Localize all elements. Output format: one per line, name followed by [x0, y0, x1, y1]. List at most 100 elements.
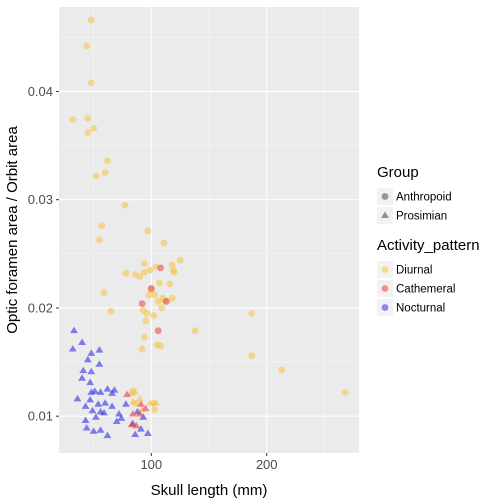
anthropoid-diurnal-point [136, 273, 144, 280]
prosimian-nocturnal-point [70, 326, 78, 334]
prosimian-nocturnal-point [81, 416, 90, 423]
anthropoid-diurnal-point [140, 260, 148, 267]
prosimian-cathemeral-point [127, 420, 136, 428]
prosimian-diurnal-point [152, 399, 160, 406]
prosimian-nocturnal-point [68, 345, 77, 352]
prosimian-nocturnal-point [101, 399, 110, 406]
anthropoid-diurnal-point [122, 269, 130, 277]
prosimian-nocturnal-point [92, 413, 100, 420]
legend-title: Activity_pattern [377, 237, 480, 254]
anthropoid-diurnal-point [84, 129, 92, 136]
anthropoid-diurnal-point [278, 366, 286, 374]
x-axis-title: Skull length (mm) [151, 482, 268, 499]
anthropoid-diurnal-point [144, 227, 152, 235]
anthropoid-diurnal-point [151, 406, 159, 414]
prosimian-cathemeral-point [137, 400, 145, 407]
anthropoid-diurnal-point [98, 222, 106, 230]
anthropoid-diurnal-point [248, 309, 256, 317]
x-tick-label: 200 [256, 457, 278, 472]
prosimian-diurnal-point [135, 394, 144, 402]
anthropoid-diurnal-point [146, 266, 154, 274]
prosimian-nocturnal-point [108, 389, 116, 396]
anthropoid-diurnal-point [176, 256, 184, 264]
prosimian-nocturnal-point [86, 395, 95, 403]
prosimian-nocturnal-point [95, 360, 104, 367]
prosimian-nocturnal-point [82, 424, 91, 431]
grid-major [59, 7, 359, 453]
legend-label: Anthropoid [396, 192, 452, 204]
prosimian-cathemeral-point [123, 390, 131, 397]
y-axis: 0.01 0.02 0.03 0.04 [28, 84, 59, 424]
legend-triangle-icon [381, 211, 389, 218]
anthropoid-diurnal-point [107, 307, 115, 315]
prosimian-nocturnal-point [131, 430, 140, 438]
prosimian-nocturnal-point [139, 413, 148, 420]
anthropoid-diurnal-point [87, 16, 95, 24]
legend: Group Anthropoid Prosimian Activity_pattern… [377, 164, 480, 316]
anthropoid-diurnal-point [145, 291, 153, 299]
y-tick-label: 0.02 [28, 300, 53, 315]
prosimian-nocturnal-point [73, 394, 82, 402]
prosimian-nocturnal-point [78, 338, 86, 346]
legend-label: Cathemeral [396, 284, 455, 296]
prosimian-cathemeral-point [141, 404, 150, 412]
y-axis-title: Optic foramen area / Orbit area [4, 126, 21, 334]
anthropoid-diurnal-point [160, 239, 168, 247]
anthropoid-cathemeral-point [154, 327, 162, 335]
prosimian-nocturnal-point [81, 402, 90, 409]
legend-diurnal-swatch [381, 266, 389, 273]
prosimian-nocturnal-point [79, 366, 88, 374]
prosimian-diurnal-point [128, 398, 137, 405]
anthropoid-diurnal-point [87, 79, 95, 87]
prosimian-nocturnal-point [115, 410, 123, 417]
prosimian-nocturnal-point [96, 426, 105, 433]
legend-cathemeral-swatch [381, 285, 389, 292]
anthropoid-diurnal-point [84, 115, 92, 122]
anthropoid-diurnal-point [143, 309, 151, 317]
prosimian-cathemeral-point [128, 410, 137, 417]
anthropoid-diurnal-point [151, 291, 159, 299]
anthropoid-diurnal-point [140, 333, 148, 341]
prosimian-nocturnal-point [137, 425, 145, 432]
anthropoid-diurnal-point [166, 280, 174, 288]
x-tick-label: 100 [140, 457, 162, 472]
data-points [68, 16, 349, 439]
anthropoid-diurnal-point [168, 294, 176, 302]
anthropoid-diurnal-point [170, 268, 178, 276]
anthropoid-diurnal-point [104, 157, 111, 165]
anthropoid-cathemeral-point [138, 300, 146, 308]
legend-label: Diurnal [396, 265, 432, 277]
prosimian-diurnal-point [127, 389, 136, 396]
legend-title: Group [377, 164, 419, 181]
prosimian-nocturnal-point [83, 355, 92, 363]
prosimian-nocturnal-point [87, 367, 96, 375]
anthropoid-diurnal-point [95, 236, 103, 244]
anthropoid-cathemeral-point [157, 264, 164, 272]
anthropoid-diurnal-point [341, 388, 349, 396]
prosimian-diurnal-point [146, 399, 155, 406]
anthropoid-diurnal-point [101, 169, 109, 177]
prosimian-nocturnal-point [103, 385, 112, 392]
prosimian-nocturnal-point [87, 388, 96, 395]
prosimian-nocturnal-point [95, 346, 104, 353]
prosimian-nocturnal-point [94, 400, 103, 407]
anthropoid-diurnal-point [154, 298, 162, 305]
legend-circle-icon [381, 193, 389, 200]
prosimian-nocturnal-point [88, 406, 97, 414]
anthropoid-diurnal-point [168, 261, 176, 269]
prosimian-nocturnal-point [96, 388, 105, 395]
anthropoid-diurnal-point [155, 279, 163, 287]
legend-label: Nocturnal [396, 303, 445, 315]
anthropoid-diurnal-point [100, 289, 108, 297]
anthropoid-cathemeral-point [147, 285, 155, 292]
prosimian-nocturnal-point [143, 429, 152, 436]
anthropoid-diurnal-point [158, 304, 166, 312]
anthropoid-diurnal-point [121, 201, 129, 209]
anthropoid-diurnal-point [157, 342, 164, 350]
anthropoid-diurnal-point [191, 327, 199, 335]
legend-nocturnal-swatch [381, 304, 389, 311]
anthropoid-diurnal-point [92, 172, 100, 180]
y-tick-label: 0.03 [28, 192, 53, 207]
prosimian-nocturnal-point [108, 402, 116, 409]
x-axis: 100 200 [140, 453, 278, 472]
